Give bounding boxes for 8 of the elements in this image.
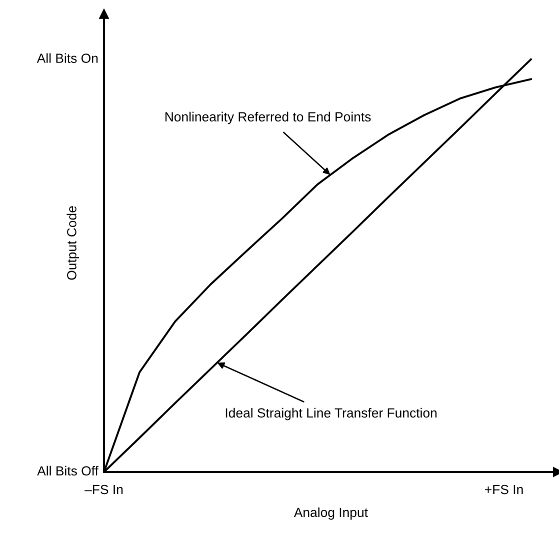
y-axis-title: Output Code (66, 206, 79, 280)
x-axis-title: Analog Input (294, 507, 368, 520)
annotation: Ideal Straight Line Transfer Function (226, 408, 437, 420)
text: All Bits On (36, 53, 98, 63)
text: All Bits Off (37, 466, 98, 476)
annotation: Nonlinearity Referred to End Points (165, 112, 371, 124)
text: –FS In (84, 484, 123, 494)
text: +FS In (485, 484, 523, 494)
